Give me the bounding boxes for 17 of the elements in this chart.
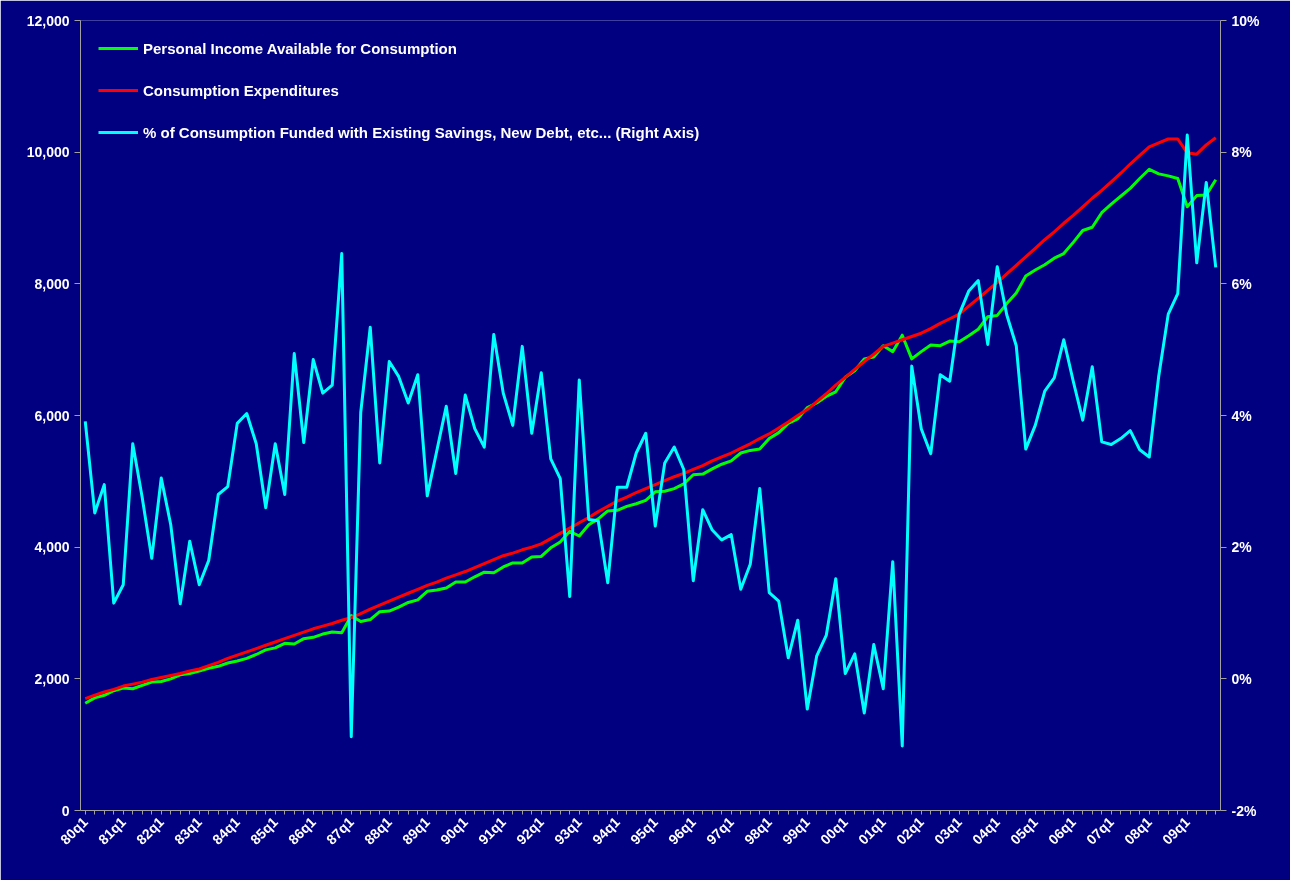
y2-tick-label: 2% [1231,539,1253,556]
y2-tick-label: 0% [1231,670,1253,687]
y-tick-label: 6,000 [34,407,70,424]
y-tick-label: 10,000 [26,144,70,161]
legend-label: Personal Income Available for Consumption [143,39,457,57]
legend-label: % of Consumption Funded with Existing Savings, New Debt, etc... (Right Axis) [143,123,700,141]
y2-tick-label: 4% [1231,407,1253,424]
y-tick-label: 12,000 [26,12,70,29]
legend-label: Consumption Expenditures [143,81,339,99]
y-tick-label: 2,000 [34,670,70,687]
y-tick-label: 4,000 [34,539,70,556]
y-tick-label: 8,000 [34,275,70,292]
y2-tick-label: 8% [1231,144,1253,161]
y-tick-label: 0 [61,802,70,819]
y2-tick-label: 10% [1231,12,1261,29]
y2-tick-label: -2% [1231,802,1257,819]
y2-tick-label: 6% [1231,275,1253,292]
